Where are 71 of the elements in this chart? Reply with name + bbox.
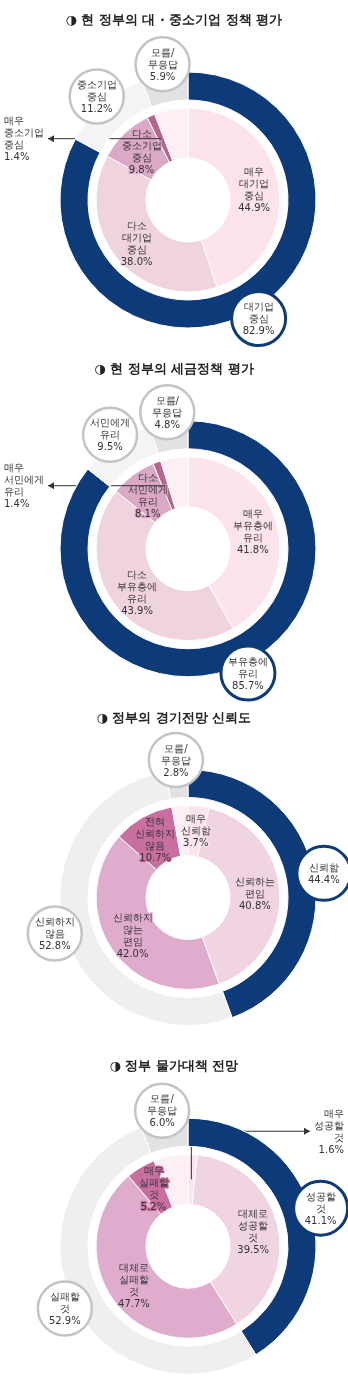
slice-label: 모름/무응답	[152, 394, 183, 418]
chart-title: ◑ 현 정부의 세금정책 평가	[94, 360, 254, 376]
data-label: 41.8%	[236, 544, 269, 556]
slice-label: 모름/무응답	[160, 742, 191, 766]
data-label: 43.9%	[121, 604, 153, 616]
slice-label: 다소 서민에게 유리	[127, 471, 168, 507]
data-label: 1.4%	[4, 498, 30, 510]
data-label: 40.8%	[239, 900, 271, 912]
callout: 성공할 것 41.1%	[292, 1179, 348, 1237]
callout: 모름/무응답 4.8%	[139, 384, 196, 441]
donut-slice	[59, 420, 317, 677]
data-label: 11.2%	[80, 102, 113, 114]
slice-label: 전혀 신뢰하지 않음	[135, 815, 176, 851]
chart-title: ◑ 정부의 경기전망 신뢰도	[96, 709, 252, 725]
slice-label: 매우 서민에게 유리	[4, 462, 44, 498]
callout: 부유층에 유리 85.7%	[219, 644, 277, 702]
data-label: 5.9%	[149, 70, 176, 82]
slice-label: 매우 성공할 것	[314, 1107, 344, 1143]
slice-label: 중소기업 중심	[76, 78, 117, 102]
data-label: 2.8%	[163, 766, 189, 778]
data-label: 41.1%	[304, 1214, 337, 1226]
data-label: 3.7%	[183, 837, 209, 849]
chart-title: ◑ 현 정부의 대 · 중소기업 정책 평가	[65, 12, 283, 27]
slice-label: 신뢰하지 않음	[34, 916, 75, 939]
data-label: 44.9%	[238, 201, 271, 213]
slice-label: 다소 부유층에 유리	[117, 568, 158, 604]
slice-label: 신뢰함	[308, 861, 339, 873]
slice-label: 부유층에 유리	[227, 655, 268, 679]
slice-label: 대기업 중심	[243, 301, 274, 325]
data-label: 9.8%	[128, 164, 155, 176]
data-label: 38.0%	[120, 255, 153, 267]
slice-label: 서민에게 유리	[90, 417, 131, 441]
slice-label: 실패할 것	[49, 1291, 80, 1315]
slice-label: 모름/무응답	[147, 46, 178, 70]
data-label: 82.9%	[242, 325, 275, 337]
slice-label: 매우 부유층에 유리	[232, 508, 273, 544]
slice-label: 매우 중소기업 중심	[4, 115, 44, 151]
callout: 서민에게 유리 9.5%	[81, 406, 139, 464]
data-label: 4.8%	[154, 418, 180, 430]
slice-label: 대체로 성공할 것	[238, 1207, 269, 1243]
data-label: 8.1%	[135, 507, 161, 519]
callout: 신뢰함 44.4%	[295, 844, 348, 902]
data-label: 6.0%	[149, 1117, 175, 1129]
data-label: 1.6%	[318, 1143, 344, 1155]
data-label: 85.7%	[232, 679, 264, 691]
slice-label: 다소 대기업 중심	[121, 219, 152, 255]
slice-label: 신뢰하는 편임	[234, 876, 275, 900]
callout: 모름/무응답 2.8%	[147, 731, 205, 789]
callout: 대기업 중심 82.9%	[230, 290, 288, 348]
callout: 모름/무응답 5.9%	[134, 36, 191, 93]
slice-label: 성공할 것	[305, 1190, 336, 1214]
slice-label: 대체로 실패할 것	[118, 1262, 149, 1298]
data-label: 47.7%	[118, 1298, 150, 1310]
slice-label: 매우 대기업 중심	[239, 165, 270, 201]
slice-label: 신뢰하지 않는 편임	[112, 911, 153, 947]
callout: 모름/무응답 6.0%	[133, 1082, 191, 1139]
data-label: 52.8%	[38, 940, 71, 951]
callout: 실패할 것 52.9%	[36, 1280, 94, 1337]
callout: 중소기업 중심 11.2%	[68, 68, 125, 125]
data-label: 44.4%	[307, 873, 340, 885]
data-label: 52.9%	[48, 1315, 81, 1327]
slice-label: 다소 중소기업 중심	[121, 128, 162, 164]
data-label: 42.0%	[116, 947, 149, 959]
chart-title: ◑ 정부 물가대책 전망	[109, 1058, 239, 1074]
slice-label: 매우 신뢰함	[180, 813, 211, 837]
data-label: 5.2%	[140, 1201, 167, 1213]
slice-label: 모름/무응답	[147, 1093, 178, 1117]
data-label: 9.5%	[97, 441, 123, 453]
callout: 신뢰하지 않음 52.8%	[26, 905, 84, 962]
data-label: 39.5%	[237, 1243, 270, 1255]
data-label: 1.4%	[4, 151, 30, 163]
